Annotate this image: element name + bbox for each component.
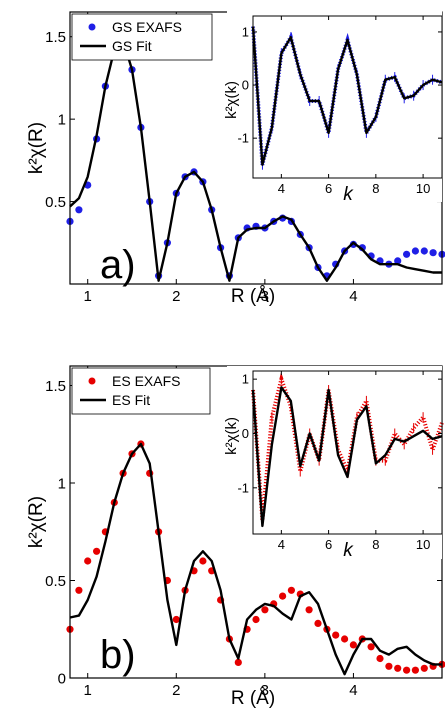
panel-a-inset-ytick-label: 0 [242,78,249,93]
panel-a-ticks: 1 2 3 4 0.5 1 1.5 [45,12,442,305]
panel-a: 1 2 3 4 0.5 1 1.5 a) R (Å) k²χ(R) GS EXAFS GS … [26,11,445,307]
panel-b-point-es-exafs [385,662,393,670]
panel-a-inset-background [227,11,442,202]
panel-b-point-es-exafs [314,619,322,628]
panel-b-inset-ytick-label: 1 [242,372,249,387]
panel-a-inset-xtick-label: 6 [325,181,332,196]
panel-a-inset-ytick-label: -1 [237,131,249,146]
panel-b-inset-xlabel: k [343,540,354,561]
legend-marker-es-exafs [88,377,96,385]
panel-b-plot-area [66,440,445,676]
panel-b-point-es-exafs [403,666,411,674]
panel-b-inset-ylabel: k²χ(k) [223,417,240,455]
panel-a-point-gs-exafs [403,250,411,258]
panel-b-xtick-label: 4 [349,682,357,699]
panel-b-xtick-label: 1 [84,682,92,699]
panel-a-inset-plot-area [251,21,443,170]
panel-b-xtick-label: 2 [172,682,180,699]
panel-b-point-es-exafs [341,635,349,643]
panel-b-ytick-label: 1 [58,475,66,492]
panel-a-inset-ytick-label: 1 [242,24,249,39]
panel-a-series-gs-fit [69,38,442,282]
panel-a-inset-frame [252,15,443,179]
panel-a-point-gs-exafs [420,247,428,255]
panel-b-point-es-exafs [394,664,402,672]
panel-a-inset-xlabel: k [343,184,354,205]
legend-label-gs-fit: GS Fit [112,38,152,54]
panel-b-point-es-exafs [411,666,419,674]
panel-b-inset-frame [252,370,443,535]
panel-b-ticks: 1 2 3 4 0 0.5 1 1.5 [45,366,442,699]
panel-a-point-gs-exafs [394,257,402,265]
panel-a-inset-ticks: 4 6 8 10 -1 0 1 [237,16,442,196]
panel-b-label: b) [100,633,136,677]
panel-b-ytick-label: 0.5 [45,573,66,590]
panel-a-ytick-label: 1 [58,111,66,128]
panel-b-point-es-exafs [199,557,207,565]
panel-a-ylabel: k²χ(R) [26,122,47,174]
panel-a-label: a) [100,243,136,287]
panel-b-inset-ytick-label: 0 [242,426,249,441]
panel-b-legend: ES EXAFS ES Fit [71,367,211,415]
panel-a-xtick-label: 2 [172,288,180,305]
panel-a-xlabel: R (Å) [231,286,275,307]
panel-b: 1 2 3 4 0 0.5 1 1.5 b) R (Å) k²χ(R) ES EXAFS ES… [26,365,445,709]
panel-a-point-gs-exafs [411,247,419,255]
panel-b-inset-xtick-label: 10 [416,537,430,552]
panel-b-inset-series-es-fit [251,386,443,528]
panel-a-ytick-label: 1.5 [45,29,66,46]
panel-a-point-gs-exafs [429,249,437,257]
panel-b-point-es-exafs [172,615,180,624]
panel-a-inset-ylabel: k²χ(k) [223,81,240,119]
panel-a-point-gs-exafs [75,206,83,214]
panel-b-point-es-exafs [279,592,287,600]
panel-b-ytick-label: 1.5 [45,378,66,395]
panel-b-xlabel: R (Å) [231,688,275,709]
panel-a-inset-xtick-label: 8 [372,181,379,196]
panel-b-point-es-exafs [376,654,384,663]
panel-b-inset: 4 6 8 10 -1 0 1 k k²χ(k) [223,366,444,561]
panel-b-point-es-exafs [84,557,92,565]
panel-b-point-es-exafs [367,643,375,651]
panel-b-point-es-exafs [420,664,428,672]
panel-b-ylabel: k²χ(R) [26,496,47,548]
panel-b-point-es-exafs [287,586,295,594]
panel-b-point-es-exafs [261,606,269,614]
panel-b-point-es-exafs [305,606,313,614]
panel-a-xtick-label: 4 [349,288,357,305]
panel-b-inset-ticks: 4 6 8 10 -1 0 1 [237,371,442,552]
panel-b-series-es-fit [69,442,442,676]
panel-b-inset-ytick-label: -1 [237,480,249,495]
panel-a-inset-xtick-label: 10 [416,181,430,196]
legend-label-es-exafs: ES EXAFS [112,373,180,389]
panel-b-legend-box [71,367,211,415]
legend-marker-gs-exafs [88,23,96,31]
panel-a-xtick-label: 1 [84,288,92,305]
panel-b-ytick-label: 0 [58,670,66,687]
panel-b-point-es-exafs [75,586,83,594]
panel-a-xtick-label: 3 [261,288,269,305]
panel-b-point-es-exafs [93,547,101,555]
panel-b-point-es-exafs [332,631,340,639]
panel-b-point-es-exafs [252,615,260,624]
panel-a-ytick-label: 0.5 [45,194,66,211]
panel-a-legend: GS EXAFS GS Fit [71,13,213,61]
panel-b-inset-xtick-label: 4 [278,537,285,552]
panel-b-xtick-label: 3 [261,682,269,699]
panel-b-inset-xtick-label: 8 [372,537,379,552]
panel-a-inset-series-gs-fit [251,26,443,166]
panel-a-legend-box [71,13,213,61]
panel-b-inset-xtick-label: 6 [325,537,332,552]
legend-label-es-fit: ES Fit [112,392,150,408]
panel-b-point-es-exafs [349,641,357,649]
panel-a-inset: 4 6 8 10 -1 0 1 k k²χ(k) [223,11,443,205]
legend-label-gs-exafs: GS EXAFS [112,19,182,35]
panel-b-point-es-exafs [234,658,242,667]
panel-a-inset-xtick-label: 4 [278,181,285,196]
